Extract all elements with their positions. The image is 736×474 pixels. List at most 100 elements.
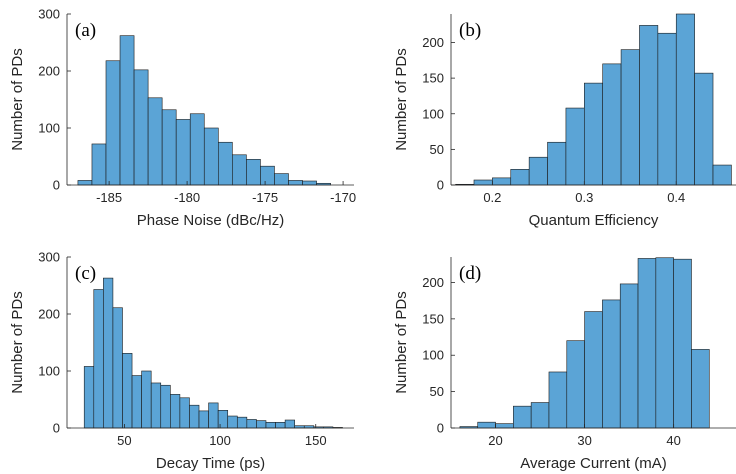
- chart-3-bar-2: [103, 277, 114, 429]
- chart-1-y-tick-label-1: 100: [38, 121, 60, 136]
- chart-4-x-tick-label-1: 30: [577, 433, 591, 448]
- chart-2-y-axis-label: Number of PDs: [393, 48, 410, 151]
- chart-2-y-tick-label-4: 200: [422, 35, 444, 50]
- chart-2-bar-3: [510, 169, 530, 186]
- chart-4-y-tick-label-4: 200: [422, 275, 444, 290]
- chart-4-bar-8: [602, 299, 621, 429]
- chart-2-y-tick-label-0: 0: [437, 178, 444, 193]
- chart-2-bar-10: [639, 25, 659, 186]
- chart-1-bar-12: [246, 159, 261, 186]
- chart-4-bar-7: [584, 311, 603, 429]
- chart-1-bar-16: [302, 180, 317, 186]
- chart-1-bar-2: [105, 60, 121, 186]
- chart-1-bar-15: [288, 180, 303, 186]
- chart-4-panel-label: (d): [459, 263, 481, 284]
- chart-2-bar-13: [694, 72, 714, 186]
- chart-4-bar-12: [673, 258, 692, 429]
- chart-4-y-axis-label: Number of PDs: [393, 291, 410, 394]
- chart-3-bar-20: [275, 421, 286, 429]
- chart-1-bar-11: [232, 154, 247, 186]
- chart-1-bar-6: [161, 109, 177, 186]
- chart-1-x-tick-label-0: -185: [96, 190, 122, 205]
- chart-4-x-tick-label-2: 40: [666, 433, 680, 448]
- chart-4-bar-13: [691, 349, 710, 429]
- chart-4-bar-6: [566, 340, 585, 429]
- chart-2-y-tick-label-1: 50: [430, 142, 444, 157]
- chart-1-x-tick-label-2: -175: [252, 190, 278, 205]
- chart-1-panel-label: (a): [75, 20, 96, 41]
- chart-3-y-tick-label-2: 200: [38, 307, 60, 322]
- chart-4-y-tick-label-0: 0: [437, 421, 444, 436]
- chart-1-x-tick-label-1: -180: [174, 190, 200, 205]
- chart-2-bar-5: [547, 141, 567, 186]
- chart-3-bar-5: [131, 375, 142, 429]
- chart-3-bar-9: [170, 394, 181, 429]
- chart-3-bar-17: [246, 419, 257, 429]
- chart-1-y-tick-label-3: 300: [38, 7, 60, 22]
- chart-1-x-tick-label-3: -170: [330, 190, 356, 205]
- chart-3-bar-3: [112, 307, 123, 429]
- chart-2: 0.2 0.3 0.4 0 50 100 150 200 Quantum Efficiency N…: [393, 13, 736, 229]
- chart-2-bar-14: [712, 164, 732, 186]
- chart-2-bar-8: [602, 63, 622, 186]
- chart-1-bar-1: [91, 143, 107, 186]
- chart-4-x-axis-label: Average Current (mA): [520, 455, 666, 472]
- chart-1-bar-0: [77, 180, 93, 186]
- chart-2-bar-9: [620, 49, 640, 186]
- chart-2-x-tick-label-1: 0.3: [575, 190, 593, 205]
- chart-3-bar-10: [179, 397, 190, 429]
- chart-4-y-tick-label-1: 50: [430, 384, 444, 399]
- chart-3-y-tick-label-1: 100: [38, 364, 60, 379]
- chart-3-x-axis-label: Decay Time (ps): [156, 455, 265, 472]
- chart-4-bar-4: [530, 402, 550, 429]
- chart-3-bar-13: [208, 402, 219, 429]
- chart-2-panel-label: (b): [459, 20, 481, 41]
- chart-3-bar-11: [189, 404, 200, 429]
- chart-3-bar-12: [198, 410, 209, 429]
- chart-4-bar-1: [477, 421, 496, 429]
- chart-2-x-tick-label-0: 0.2: [483, 190, 501, 205]
- chart-3-bar-19: [265, 421, 276, 429]
- chart-4-bar-10: [637, 258, 657, 429]
- chart-1-bar-10: [217, 141, 233, 186]
- chart-3-x-tick-label-0: 50: [117, 433, 131, 448]
- chart-2-bar-1: [473, 179, 493, 186]
- chart-2-bar-7: [584, 82, 603, 186]
- chart-4-bar-11: [655, 257, 674, 429]
- chart-3-bar-1: [93, 289, 104, 429]
- chart-1-bar-4: [133, 69, 149, 186]
- chart-1-y-tick-label-2: 200: [38, 64, 60, 79]
- chart-3-bar-6: [141, 370, 152, 429]
- chart-4-y-tick-label-3: 150: [422, 311, 444, 326]
- chart-2-bar-12: [675, 13, 695, 186]
- chart-1-y-tick-label-0: 0: [53, 178, 60, 193]
- chart-2-y-tick-label-3: 150: [422, 71, 444, 86]
- chart-4-bar-3: [513, 405, 532, 429]
- chart-3-y-tick-label-0: 0: [53, 421, 60, 436]
- chart-1-bar-9: [203, 127, 219, 186]
- chart-1-bar-8: [189, 113, 205, 186]
- chart-4-bar-5: [548, 371, 568, 429]
- chart-2-bar-11: [657, 32, 677, 186]
- chart-1-y-axis-label: Number of PDs: [9, 48, 26, 151]
- chart-3-bar-7: [150, 382, 162, 429]
- chart-4: 20 30 40 0 50 100 150 200 Average Current (mA) Nu…: [393, 257, 736, 472]
- chart-2-bar-4: [528, 156, 548, 186]
- chart-3: 50 100 150 0 100 200 300 Decay Time (ps) Number …: [9, 250, 354, 472]
- chart-3-bar-8: [160, 384, 171, 429]
- chart-3-panel-label: (c): [75, 263, 96, 284]
- chart-1-bar-5: [147, 97, 163, 186]
- chart-1-bar-7: [175, 119, 191, 186]
- chart-2-bar-2: [492, 177, 512, 186]
- chart-4-bar-2: [495, 423, 514, 429]
- chart-1: -185 -180 -175 -170 0 100 200 300 Phase Noise (d…: [9, 7, 356, 230]
- chart-1-x-axis-label: Phase Noise (dBc/Hz): [137, 212, 285, 229]
- chart-3-y-tick-label-3: 300: [38, 250, 60, 265]
- chart-1-bar-13: [260, 165, 275, 186]
- chart-4-y-tick-label-2: 100: [422, 348, 444, 363]
- chart-1-bar-14: [274, 173, 289, 186]
- chart-3-bar-16: [236, 416, 248, 429]
- chart-3-bar-18: [256, 420, 267, 429]
- chart-2-x-axis-label: Quantum Efficiency: [529, 212, 659, 229]
